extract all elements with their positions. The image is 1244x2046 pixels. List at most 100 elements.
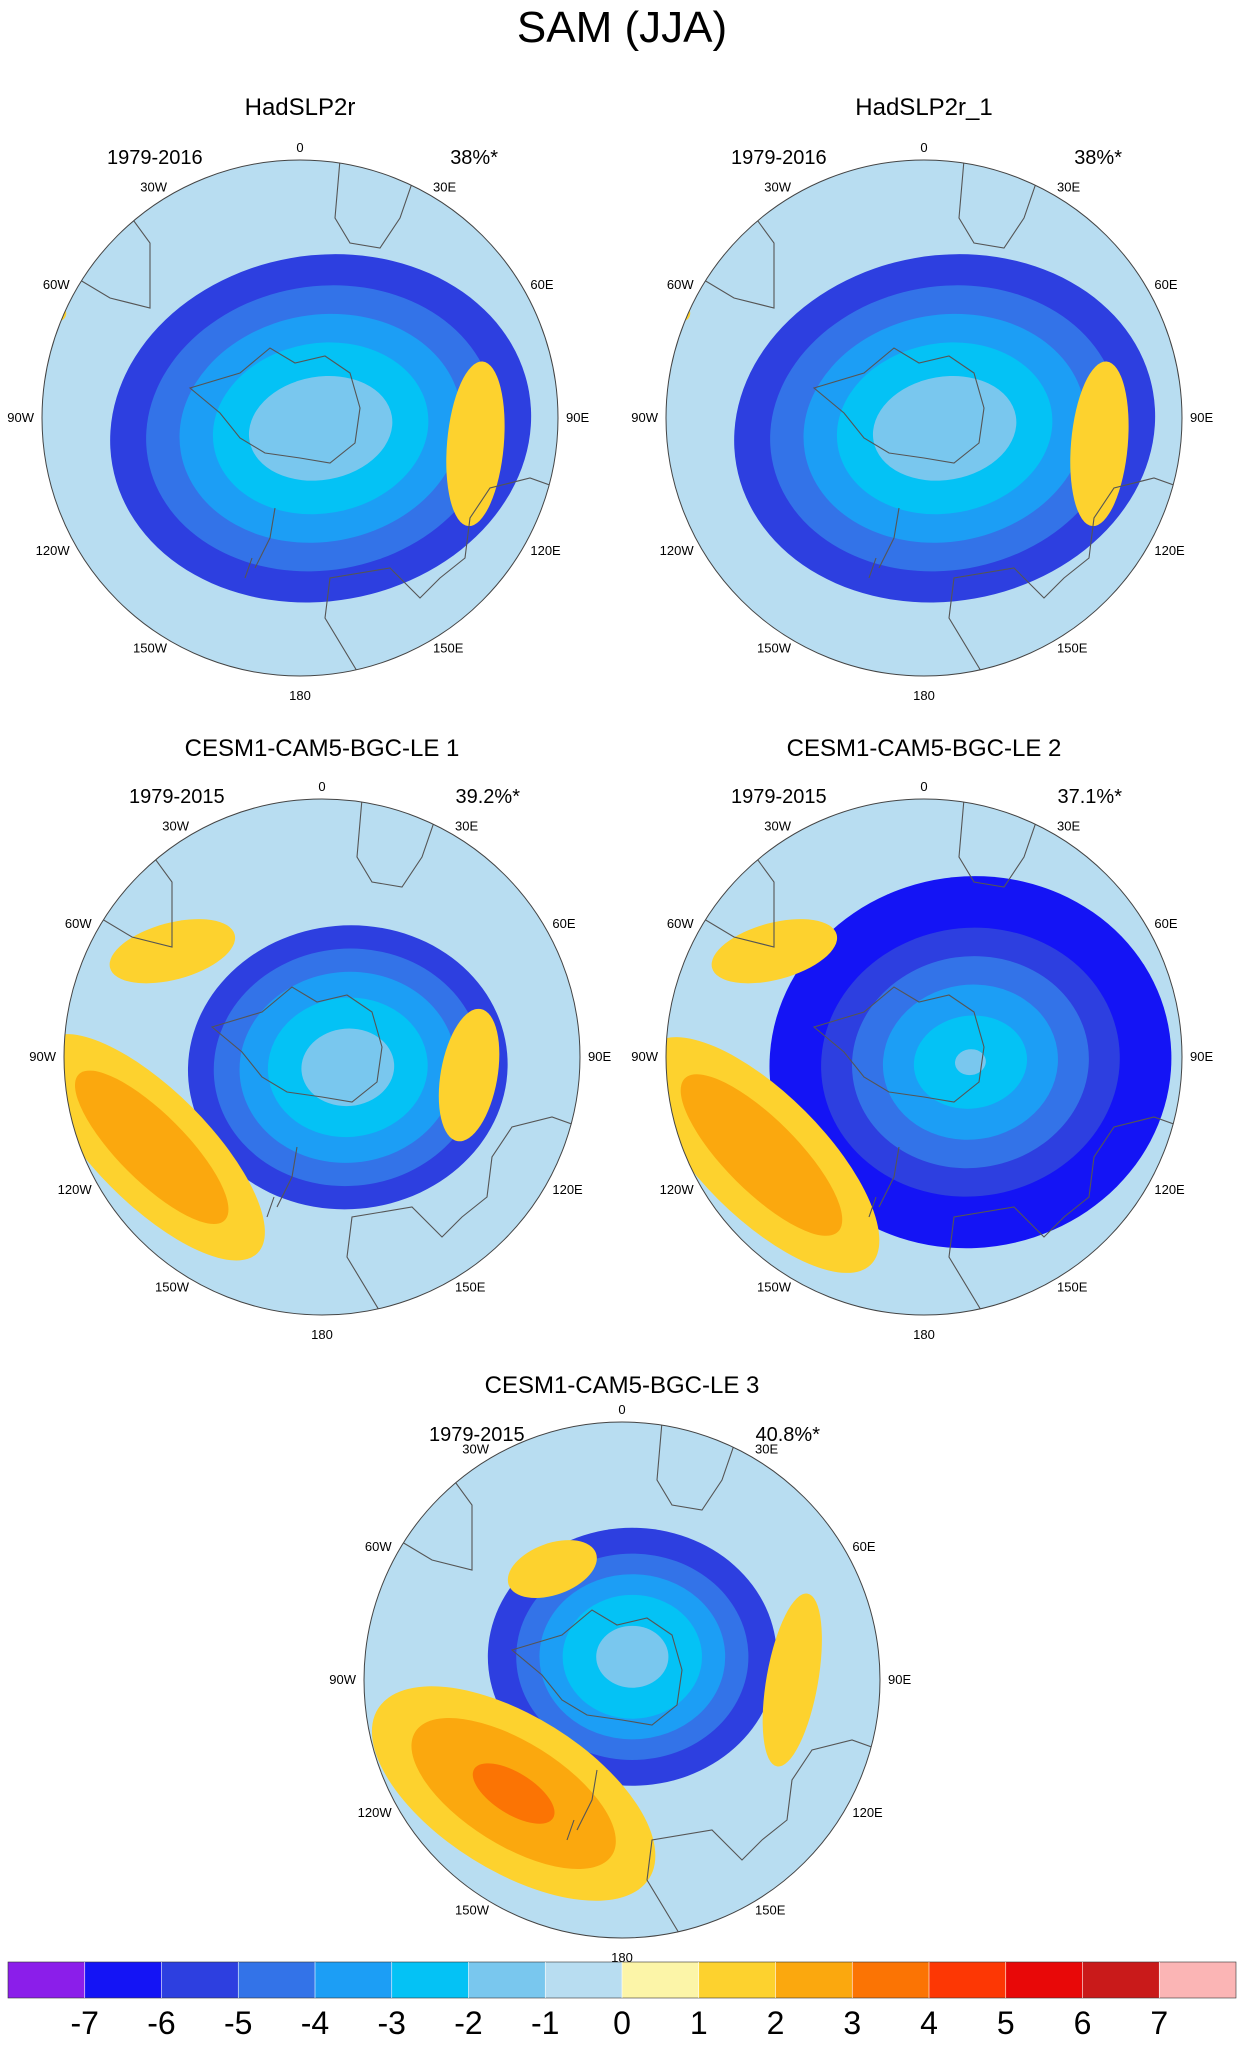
colorbar-swatch: [622, 1962, 699, 1998]
lon-label: 30W: [764, 180, 791, 195]
lon-label: 90W: [29, 1049, 56, 1064]
panel-years: 1979-2016: [731, 147, 827, 169]
coastline: [646, 1739, 880, 1938]
coastline: [958, 799, 1045, 888]
panel-title: HadSLP2r: [245, 94, 356, 121]
lon-label: 90W: [631, 410, 658, 425]
lon-label: 60E: [852, 1539, 875, 1554]
colorbar-label: 1: [690, 2005, 708, 2041]
lon-label: 90E: [588, 1049, 611, 1064]
panel-percent: 40.8%*: [756, 1424, 821, 1446]
coastline: [510, 1609, 683, 1726]
colorbar-swatch: [8, 1962, 85, 1998]
lon-label: 60W: [365, 1539, 392, 1554]
lon-label: 180: [913, 688, 935, 703]
panel-title: CESM1-CAM5-BGC-LE 3: [485, 1372, 760, 1399]
contour-polar-low: [248, 375, 393, 481]
colorbar-swatch: [238, 1962, 315, 1998]
lon-label: 30W: [764, 819, 791, 834]
colorbar-label: 5: [997, 2005, 1015, 2041]
lon-label: 150E: [1057, 1279, 1088, 1294]
contour-polar-low: [596, 1625, 669, 1688]
lon-label: 120W: [358, 1805, 393, 1820]
map-panel: CESM1-CAM5-BGC-LE 2 1979-2015 37.1%* 0 30E 60…: [631, 735, 1213, 1342]
coastline: [948, 1116, 1182, 1315]
lon-label: 150W: [455, 1902, 490, 1917]
lon-label: 150E: [1057, 640, 1088, 655]
contour-polar-low: [872, 375, 1017, 481]
colorbar-swatch: [775, 1962, 853, 1998]
lon-label: 60E: [530, 277, 553, 292]
coastline: [356, 799, 443, 888]
colorbar-label: -6: [147, 2005, 175, 2041]
lon-label: 150E: [455, 1279, 486, 1294]
colorbar: -7 -6 -5 -4 -3 -2 -1 0 1 2 3 4 5 6 7: [7, 1961, 1237, 2041]
lon-label: 120E: [1154, 1182, 1185, 1197]
contour-pacific-high: [472, 1763, 555, 1824]
panel-years: 1979-2015: [129, 786, 225, 808]
contour-pacific-high: [74, 1070, 229, 1225]
contour-indian-ocean-high: [1070, 361, 1129, 527]
panel-years: 1979-2015: [731, 786, 827, 808]
colorbar-swatch: [929, 1962, 1006, 1998]
coastline: [346, 1116, 580, 1315]
colorbar-swatch: [315, 1962, 392, 1998]
contour-chile-high: [42, 298, 45, 311]
colorbar-label: 2: [767, 2005, 785, 2041]
colorbar-label: -5: [224, 2005, 252, 2041]
colorbar-swatch: [84, 1962, 162, 1998]
lon-label: 60E: [552, 916, 575, 931]
colorbar-label: 0: [613, 2005, 631, 2041]
colorbar-label: 6: [1074, 2005, 1092, 2041]
lon-label: 60W: [667, 277, 694, 292]
coastline: [188, 347, 361, 464]
lon-label: 0: [920, 779, 927, 794]
colorbar-label: -2: [454, 2005, 482, 2041]
coastline: [868, 1146, 900, 1218]
colorbar-label: 7: [1150, 2005, 1168, 2041]
lon-label: 120W: [660, 1182, 695, 1197]
lon-label: 150E: [433, 640, 464, 655]
colorbar-label: -3: [378, 2005, 406, 2041]
lon-label: 90E: [888, 1672, 911, 1687]
lon-label: 60W: [667, 916, 694, 931]
map-rim: [665, 159, 1183, 677]
colorbar-label: -7: [71, 2005, 99, 2041]
lon-label: 180: [311, 1327, 333, 1342]
colorbar-label: 4: [920, 2005, 938, 2041]
panel-title: CESM1-CAM5-BGC-LE 1: [185, 735, 460, 762]
map-panel: HadSLP2r 1979-2016 38%* 0 30E 60E 90E 120E 150E 1…: [7, 94, 589, 703]
colorbar-swatch: [1082, 1962, 1160, 1998]
lon-label: 60E: [1154, 277, 1177, 292]
lon-label: 0: [296, 140, 303, 155]
lon-label: 90W: [7, 410, 34, 425]
lon-label: 120W: [660, 543, 695, 558]
colorbar-swatch: [698, 1962, 776, 1998]
colorbar-swatch: [1005, 1962, 1083, 1998]
map-panel: CESM1-CAM5-BGC-LE 3 1979-2015 40.8%* 0 30E 60…: [329, 1372, 911, 1965]
contour-atlantic-high: [711, 919, 838, 984]
colorbar-swatch: [1159, 1962, 1236, 1998]
contour-atlantic-high: [109, 919, 236, 984]
lon-label: 30E: [1057, 819, 1080, 834]
colorbar-swatch: [545, 1962, 622, 1998]
lon-label: 90E: [1190, 1049, 1213, 1064]
lon-label: 120W: [36, 543, 71, 558]
colorbar-swatch: [161, 1962, 239, 1998]
contour-indian-ocean-high: [762, 1593, 822, 1767]
panel-title: HadSLP2r_1: [855, 94, 992, 121]
lon-label: 90E: [566, 410, 589, 425]
coastline: [812, 347, 985, 464]
lon-label: 180: [611, 1950, 633, 1965]
colorbar-swatch: [391, 1962, 469, 1998]
contour-chile-high: [42, 292, 54, 317]
figure-title: SAM (JJA): [517, 3, 727, 52]
lon-label: 180: [289, 688, 311, 703]
lon-label: 150W: [155, 1279, 190, 1294]
panel-percent: 37.1%*: [1058, 786, 1123, 808]
contour-chile-high: [666, 292, 678, 317]
contour-indian-ocean-high: [446, 361, 505, 527]
coastline: [656, 1422, 743, 1511]
lon-label: 30W: [462, 1442, 489, 1457]
